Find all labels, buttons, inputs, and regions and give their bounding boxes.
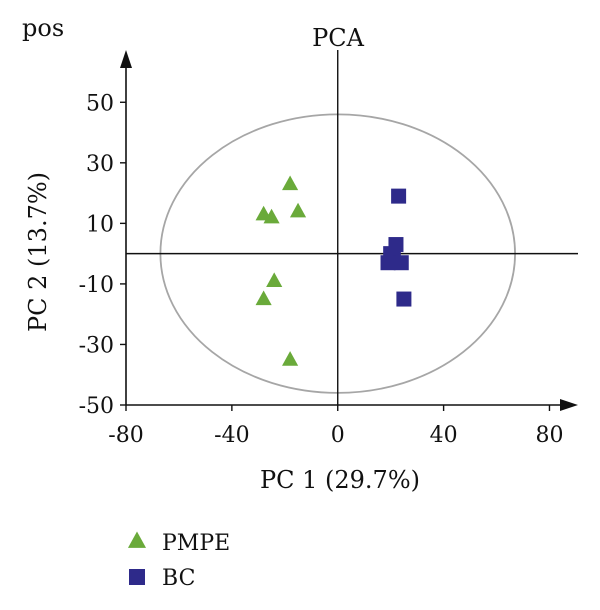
y-axis-arrow <box>120 50 132 68</box>
chart-title: PCA <box>312 24 365 52</box>
bc-point <box>391 188 407 204</box>
pmpe-point <box>263 208 280 224</box>
legend-marker-bc <box>129 569 145 585</box>
legend-label-pmpe: PMPE <box>162 531 230 556</box>
plot-area: -80 -40 0 40 80 50 30 10 -10 -30 -50 <box>79 50 578 448</box>
bc-point <box>396 291 412 307</box>
x-tick-label: 0 <box>331 423 345 448</box>
legend: PMPE BC <box>127 531 230 591</box>
pmpe-point <box>289 202 307 218</box>
y-tick-label: 50 <box>86 91 114 116</box>
x-tick-label: -40 <box>214 423 249 448</box>
pmpe-point <box>266 272 283 288</box>
corner-label: pos <box>22 14 64 42</box>
pmpe-point <box>282 351 299 366</box>
bc-point <box>393 255 409 271</box>
pmpe-point <box>255 290 272 306</box>
pmpe-point <box>282 175 299 191</box>
legend-marker-pmpe <box>127 531 147 548</box>
y-tick-label: 10 <box>86 212 114 237</box>
x-axis-arrow <box>560 399 578 411</box>
legend-label-bc: BC <box>162 566 195 591</box>
y-tick-label: 30 <box>86 152 114 177</box>
x-tick-label: -80 <box>108 423 143 448</box>
y-tick-label: -30 <box>79 333 114 358</box>
x-axis-label: PC 1 (29.7%) <box>260 466 420 494</box>
y-tick-label: -50 <box>79 394 114 419</box>
bc-point <box>380 255 396 271</box>
y-axis-label: PC 2 (13.7%) <box>24 172 52 332</box>
x-tick-label: 40 <box>430 423 458 448</box>
y-tick-label: -10 <box>79 273 114 298</box>
x-tick-label: 80 <box>535 423 563 448</box>
